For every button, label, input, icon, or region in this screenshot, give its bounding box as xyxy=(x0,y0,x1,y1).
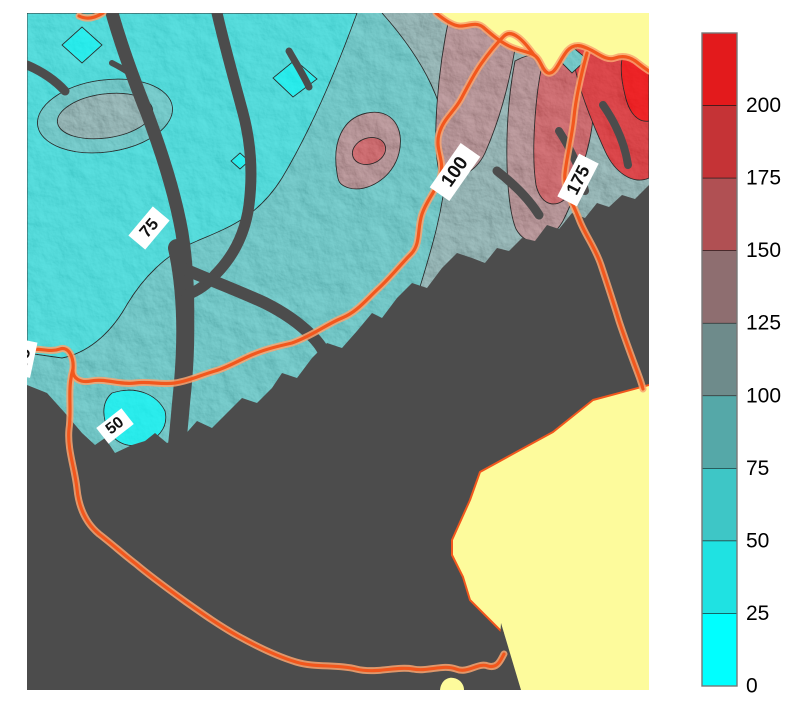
colorbar-tick-25: 25 xyxy=(746,602,769,625)
regional-border-south xyxy=(67,367,506,673)
national-border xyxy=(434,13,649,75)
colorbar-segment xyxy=(701,540,738,614)
colorbar-tick-50: 50 xyxy=(746,529,769,552)
colorbar-tick-0: 0 xyxy=(746,675,758,698)
valley-channel xyxy=(599,101,632,169)
colorbar-segment xyxy=(701,250,738,324)
colorbar-tick-125: 125 xyxy=(746,312,781,335)
regional-border xyxy=(27,32,536,386)
coastline xyxy=(451,384,649,690)
colorbar-segment xyxy=(701,395,738,469)
valley-channel xyxy=(285,47,313,91)
colorbar-tick-200: 200 xyxy=(746,94,781,117)
colorbar-segment xyxy=(701,613,738,687)
valley-channel xyxy=(492,166,544,220)
colorbar-segment xyxy=(701,32,738,106)
colorbar-segment xyxy=(701,467,738,542)
colorbar-frame xyxy=(701,32,738,687)
coast-promontory xyxy=(497,623,521,690)
colorbar-segment xyxy=(701,322,738,397)
colorbar: 200 175 150 125 100 75 50 25 0 xyxy=(701,32,781,698)
border-stub xyxy=(77,13,105,20)
contour-label-box xyxy=(128,206,170,250)
contour-label-box xyxy=(27,338,38,378)
valley-channel xyxy=(27,60,70,96)
contour-label-box xyxy=(429,142,481,202)
colorbar-segment xyxy=(701,105,738,179)
contour-label-box xyxy=(96,408,134,444)
border-lines xyxy=(27,13,649,673)
valley-channel xyxy=(168,239,195,453)
valley-channel xyxy=(176,262,331,361)
colorbar-segment xyxy=(701,177,738,252)
colorbar-tick-150: 150 xyxy=(746,239,781,262)
contour-label-box xyxy=(557,153,599,207)
colorbar-tick-100: 100 xyxy=(746,384,781,407)
contour-label-value: 75 xyxy=(12,347,35,369)
outside-patch-south xyxy=(440,677,464,690)
colorbar-tick-75: 75 xyxy=(746,457,769,480)
map-area: 100 75 175 50 75 xyxy=(12,13,649,690)
eastern-border xyxy=(563,51,645,391)
contour-label-75-edge: 75 xyxy=(12,338,38,378)
valley-channel xyxy=(109,60,140,82)
colorbar-tick-175: 175 xyxy=(746,167,781,190)
